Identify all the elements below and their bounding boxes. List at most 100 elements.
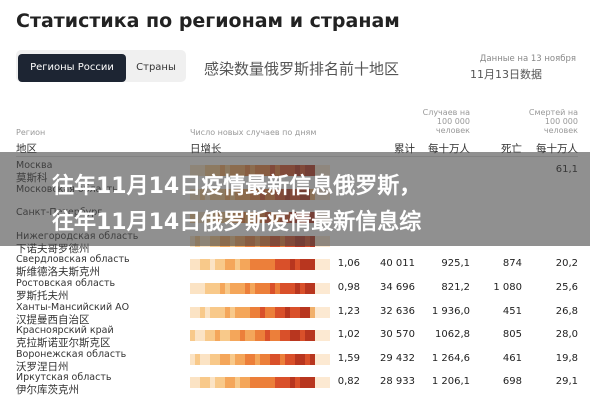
heat-cell [225,330,230,342]
cell: 1,59 [337,352,360,364]
heat-cell [295,353,300,365]
heat-cell [300,259,305,271]
heat-cell [200,259,205,271]
heat-cell [240,377,245,389]
heat-cell [215,353,220,365]
heat-cell [315,259,320,271]
heat-cell [315,306,320,318]
heat-cell [225,306,230,318]
heat-cell [235,259,240,271]
region: Ханты-Мансийский АО [16,301,130,313]
cell: 25,6 [555,282,578,293]
heat-cell [290,330,295,342]
heat-cell [285,330,290,342]
heat-cell [210,283,215,294]
heat-cell [325,377,330,389]
cell: 821,2 [441,282,470,293]
heat-cell [225,353,230,365]
heat-cell [230,377,235,389]
heat-cell [300,330,305,342]
heat-cell [245,259,250,271]
heat-cell [310,306,315,318]
heat-cell [200,353,205,365]
tab[interactable]: Страны [136,62,176,73]
heat-cell [250,259,255,271]
heat-cell [300,353,305,365]
heat-cell [200,377,205,389]
heat-cell [280,377,285,389]
heat-cell [325,283,330,294]
heat-cell [295,330,300,342]
region-cn: 斯维德洛夫斯克州 [16,266,100,279]
heat-cell [200,330,205,342]
heat-cell [290,353,295,365]
heat-cell [245,377,250,389]
heat-cell [195,306,200,318]
heat-cell [210,330,215,342]
region: Красноярский край [16,325,114,337]
heat-cell [265,353,270,365]
cell: 1 080 [493,282,522,293]
heat-cell [275,377,280,389]
heat-cell [320,353,325,365]
cell: 32 636 [380,305,415,317]
region: Воронежская область [16,348,127,360]
heat-cell [210,306,215,318]
cell: 0,98 [337,282,360,293]
heat-cell [295,306,300,318]
heat-cell [220,353,225,365]
cell: 1,02 [337,329,360,341]
title: Статистика по регионам и странам [16,10,400,32]
heat-cell [300,283,305,294]
heat-cell [215,377,220,389]
cell: 1 264,6 [431,352,470,364]
banner-line: 往年11月14日俄罗斯疫情最新信息综 [52,210,422,235]
heat-cell [280,259,285,271]
cell: 805 [502,329,522,341]
heat-cell [320,330,325,342]
heat-cell [290,259,295,271]
heat-cell [235,306,240,318]
heat-cell [315,377,320,389]
heat-cell [220,377,225,389]
heat-cell [240,353,245,365]
cell: 1 206,1 [431,376,470,388]
heat-cell [215,283,220,294]
tab[interactable]: Регионы России [18,54,126,82]
region-cn: 沃罗涅日州 [16,360,69,373]
column-header: Случаев на 100 000 человек [422,108,470,135]
heat-cell [295,259,300,271]
heat-cell [280,306,285,318]
cell: 1062,8 [435,329,470,341]
heat-cell [220,306,225,318]
heat-cell [320,283,325,294]
heat-cell [190,259,195,271]
heat-cell [250,283,255,294]
heat-cell [255,330,260,342]
region-cn: 克拉斯诺亚尔斯克区 [16,337,111,350]
heat-cell [260,330,265,342]
heat-cell [205,259,210,271]
heat-strip [190,353,330,365]
region: Свердловская область [16,254,130,266]
heat-cell [205,283,210,294]
heat-cell [285,283,290,294]
heat-cell [190,377,195,389]
date: Данные на 13 ноября [479,54,576,64]
heat-cell [190,306,195,318]
heat-cell [195,283,200,294]
heat-strip [190,306,330,318]
region-cn: 伊尔库茨克州 [16,384,79,397]
cell: 1,06 [337,258,360,270]
heat-cell [215,330,220,342]
heat-cell [305,306,310,318]
cell: 30 570 [380,329,415,341]
heat-cell [285,353,290,365]
heat-cell [295,377,300,389]
heat-cell [300,377,305,389]
heat-cell [325,306,330,318]
heat-cell [230,353,235,365]
heat-cell [315,353,320,365]
heat-cell [290,377,295,389]
